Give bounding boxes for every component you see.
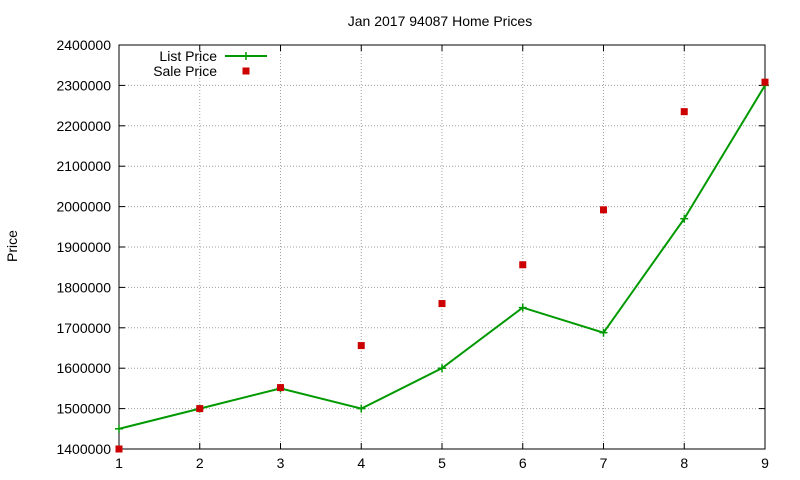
sale-price-point xyxy=(519,261,527,269)
legend-label: List Price xyxy=(159,48,217,64)
list-price-point xyxy=(518,303,527,312)
sale-price-point xyxy=(115,445,123,453)
y-tick-label: 2000000 xyxy=(56,199,111,215)
x-tick-label: 4 xyxy=(357,455,365,471)
sale-price-point xyxy=(196,405,204,413)
x-tick-label: 8 xyxy=(680,455,688,471)
y-tick-label: 1900000 xyxy=(56,239,111,255)
y-tick-label: 1400000 xyxy=(56,441,111,457)
sale-price-point xyxy=(357,342,365,350)
axes: 1400000 1500000 1600000 1700000 1800000 19000… xyxy=(56,37,769,471)
y-tick-label: 2400000 xyxy=(56,37,111,53)
x-tick-label: 9 xyxy=(761,455,769,471)
y-tick-label: 1800000 xyxy=(56,279,111,295)
list-price-point xyxy=(680,214,689,223)
sale-price-point xyxy=(277,384,284,392)
sale-price-point xyxy=(761,78,769,86)
legend-swatch-marker xyxy=(242,52,250,60)
list-price-point xyxy=(115,424,123,433)
sale-price-point xyxy=(680,108,688,116)
y-tick-label: 2100000 xyxy=(56,158,111,174)
x-tick-label: 6 xyxy=(519,455,527,471)
series-layer xyxy=(115,78,769,453)
chart-title: Jan 2017 94087 Home Prices xyxy=(348,13,532,29)
y-tick-label: 1500000 xyxy=(56,401,111,417)
y-tick-label: 2200000 xyxy=(56,118,111,134)
legend-swatch-marker xyxy=(242,67,250,75)
y-tick-label: 1600000 xyxy=(56,360,111,376)
x-tick-label: 5 xyxy=(438,455,446,471)
series-sale-price xyxy=(115,78,769,453)
list-price-point xyxy=(599,328,608,337)
list-price-point xyxy=(438,364,446,373)
y-tick-label: 1700000 xyxy=(56,320,111,336)
sale-price-point xyxy=(600,206,607,214)
x-tick-label: 1 xyxy=(115,455,123,471)
y-axis-label: Price xyxy=(4,230,20,262)
x-tick-label: 2 xyxy=(196,455,204,471)
list-price-point xyxy=(357,404,366,413)
sale-price-point xyxy=(438,300,446,308)
x-tick-label: 3 xyxy=(277,455,285,471)
legend-label: Sale Price xyxy=(153,63,217,79)
y-tick-label: 2300000 xyxy=(56,77,111,93)
x-tick-label: 7 xyxy=(600,455,608,471)
